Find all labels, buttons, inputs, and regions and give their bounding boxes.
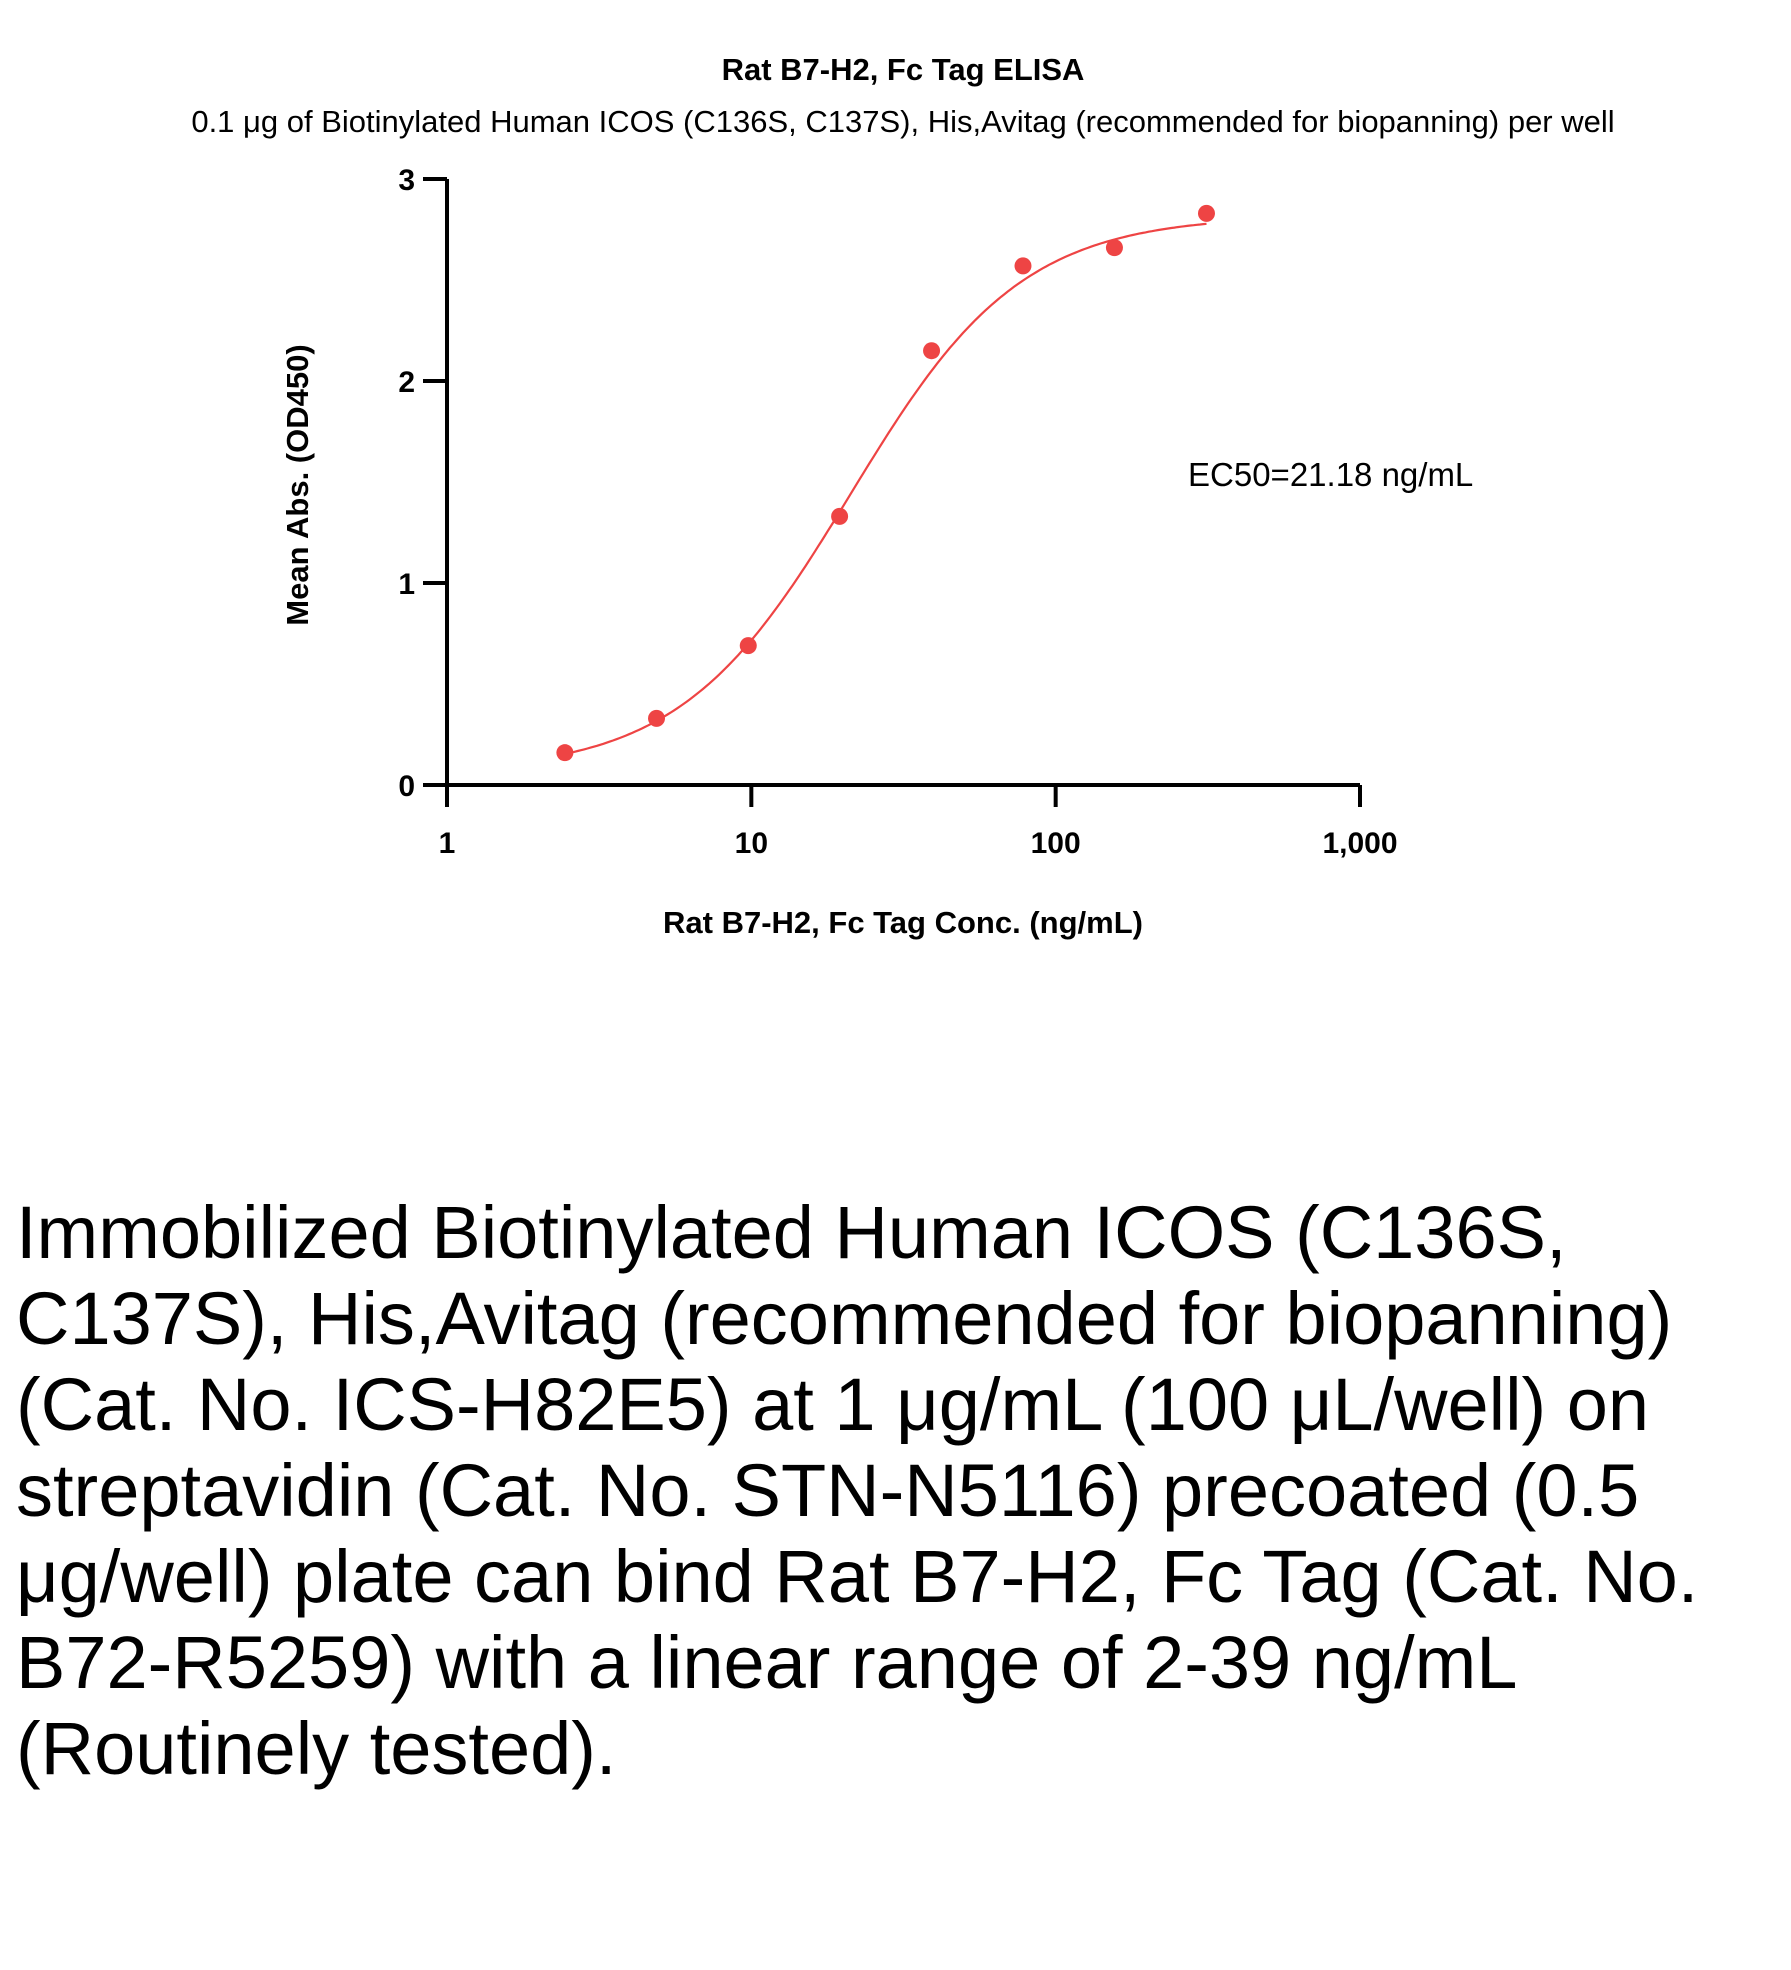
y-tick-label: 0 [398, 770, 415, 803]
data-point [648, 709, 666, 727]
data-point [1014, 257, 1032, 275]
x-tick-label: 1 [439, 827, 456, 860]
y-axis-label: Mean Abs. (OD450) [280, 344, 315, 625]
x-tick-label: 10 [735, 827, 768, 860]
data-point [1105, 239, 1123, 257]
data-point [1197, 204, 1215, 222]
data-point [739, 637, 757, 655]
fit-curve [564, 222, 1207, 756]
data-point [923, 342, 941, 360]
chart-subtitle: 0.1 μg of Biotinylated Human ICOS (C136S… [191, 104, 1614, 139]
fit-curve-group [564, 222, 1207, 756]
elisa-chart: Rat B7-H2, Fc Tag ELISA 0.1 μg of Biotin… [191, 52, 1614, 940]
x-tick-label: 100 [1031, 827, 1081, 860]
data-point [831, 507, 849, 525]
ec50-annotation: EC50=21.18 ng/mL [1188, 456, 1473, 493]
data-point [556, 744, 574, 762]
x-tick-label: 1,000 [1322, 827, 1397, 860]
x-axis-label: Rat B7-H2, Fc Tag Conc. (ng/mL) [663, 905, 1143, 940]
y-tick-label: 3 [398, 164, 415, 197]
chart-title: Rat B7-H2, Fc Tag ELISA [722, 52, 1085, 87]
data-points-group [556, 204, 1215, 762]
y-tick-label: 1 [398, 568, 415, 601]
y-tick-label: 2 [398, 366, 415, 399]
figure-caption: Immobilized Biotinylated Human ICOS (C13… [16, 1191, 1699, 1790]
